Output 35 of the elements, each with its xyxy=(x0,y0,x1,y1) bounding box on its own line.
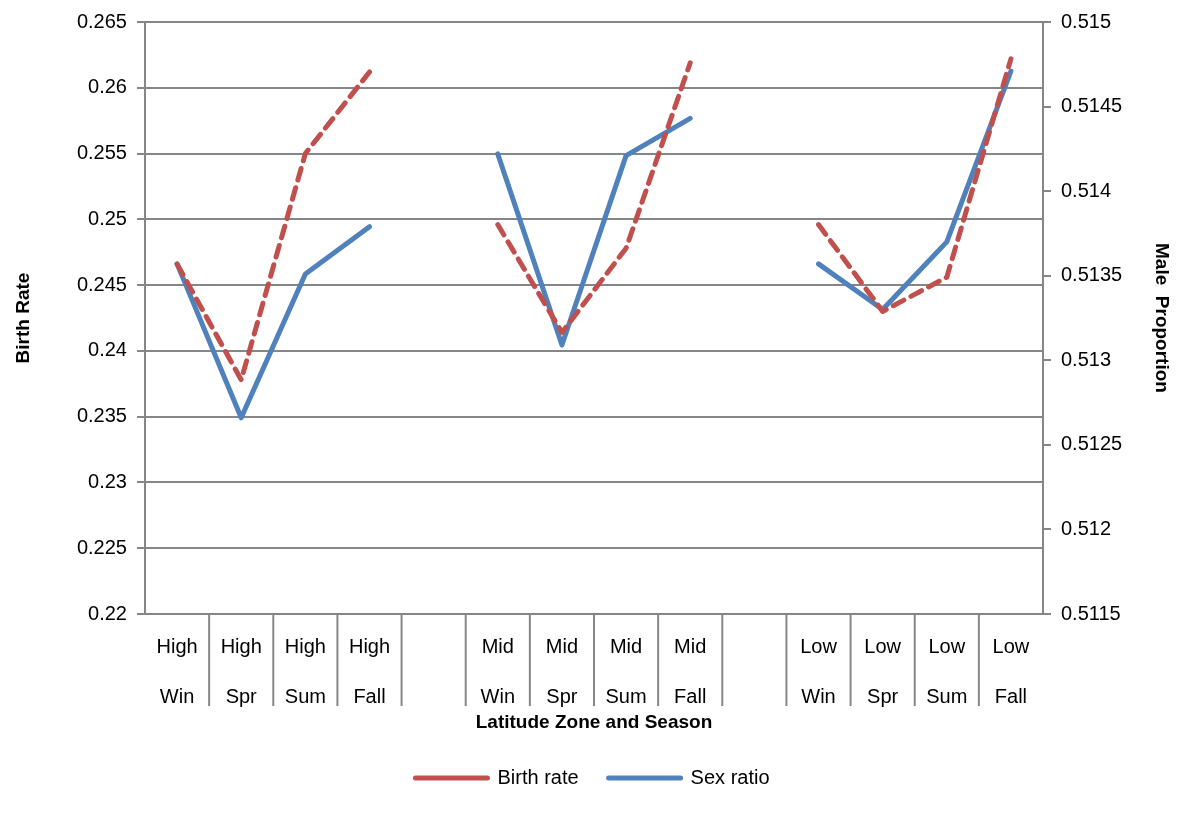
y2-tick-label: 0.5125 xyxy=(1061,432,1123,455)
y-tick-label: 0.23 xyxy=(88,469,127,492)
x-axis-title: Latitude Zone and Season xyxy=(475,710,713,732)
category-label: Low Fall xyxy=(992,634,1030,707)
category-label: Mid Spr xyxy=(545,634,579,707)
y2-tick-label: 0.5115 xyxy=(1061,601,1121,624)
y2-tick-label: 0.514 xyxy=(1061,178,1112,201)
y2-tick-label: 0.5145 xyxy=(1061,94,1123,117)
y-tick-label: 0.245 xyxy=(76,272,127,295)
y-tick-label: 0.255 xyxy=(76,141,127,164)
y-tick-label: 0.225 xyxy=(76,535,127,558)
category-label: High Spr xyxy=(220,634,262,707)
category-label: Mid Sum xyxy=(605,634,647,707)
y-tick-label: 0.235 xyxy=(76,404,127,427)
legend-label: Sex ratio xyxy=(690,765,770,788)
y2-tick-label: 0.5135 xyxy=(1061,263,1123,286)
y-axis-title: Birth Rate xyxy=(11,272,33,364)
category-label: Low Sum xyxy=(926,634,968,707)
category-label: Mid Fall xyxy=(674,634,707,707)
category-label: Low Win xyxy=(800,634,837,707)
category-label: Low Spr xyxy=(864,634,901,707)
legend-label: Birth rate xyxy=(497,765,579,788)
category-label: High Win xyxy=(156,634,198,707)
y-tick-label: 0.24 xyxy=(88,338,127,361)
category-label: Mid Win xyxy=(480,634,516,707)
y-tick-label: 0.26 xyxy=(88,75,127,98)
y2-tick-label: 0.515 xyxy=(1061,9,1112,32)
category-label: High Sum xyxy=(284,634,326,707)
y2-tick-label: 0.512 xyxy=(1061,516,1112,539)
y2-tick-label: 0.513 xyxy=(1061,347,1112,370)
y-tick-label: 0.25 xyxy=(88,206,127,229)
y2-axis-title: Male Proportion xyxy=(1152,243,1174,393)
category-label: High Fall xyxy=(348,634,391,707)
y-tick-label: 0.22 xyxy=(88,601,127,624)
y-tick-label: 0.265 xyxy=(76,9,127,32)
